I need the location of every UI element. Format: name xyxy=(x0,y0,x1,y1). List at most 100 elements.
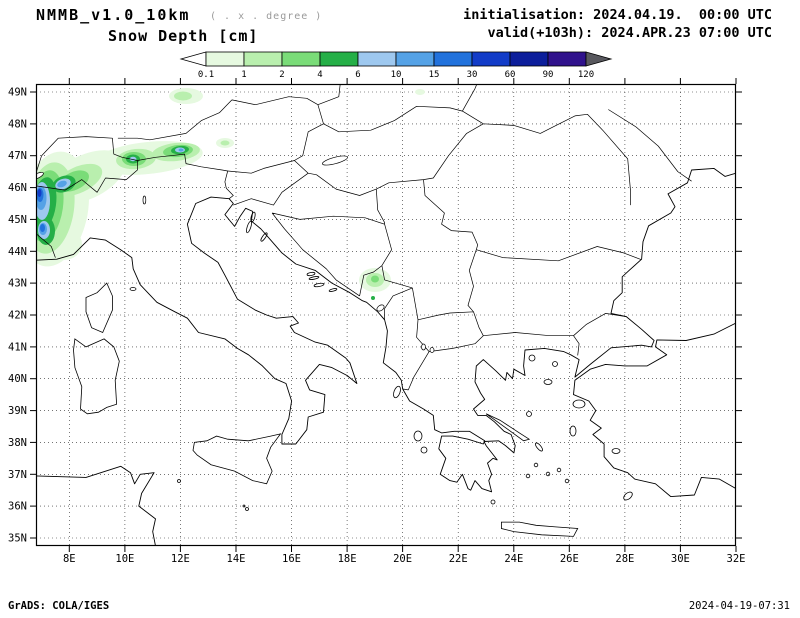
lat-label: 46N xyxy=(8,182,27,194)
island-cyclades xyxy=(525,473,531,479)
island-lesbos xyxy=(572,399,586,409)
island-gozo xyxy=(242,504,246,508)
colorbar-segment xyxy=(205,51,245,67)
valid-time: valid(+103h): 2024.APR.23 07:00 UTC xyxy=(487,25,772,41)
lon-label: 32E xyxy=(727,553,746,565)
islands xyxy=(73,211,633,537)
colorbar-segment xyxy=(319,51,359,67)
model-subtitle: ( . x . degree ) xyxy=(210,11,323,22)
lat-label: 40N xyxy=(8,373,27,385)
colorbar-tick-label: 15 xyxy=(429,70,440,80)
lon-label: 14E xyxy=(227,553,246,565)
island-hvar xyxy=(308,276,320,280)
model-title: NMMB_v1.0_10km xyxy=(36,6,191,24)
lat-label: 44N xyxy=(8,246,27,258)
lat-label: 39N xyxy=(8,405,27,417)
axis-ticks xyxy=(30,78,742,552)
grads-credit: GrADS: COLA/IGES xyxy=(8,600,110,612)
island-cyclades xyxy=(533,462,539,468)
colorbar-tick-label: 4 xyxy=(317,70,322,80)
colorbar-tick-label: 60 xyxy=(505,70,516,80)
borders-balkans xyxy=(271,179,642,391)
axis-labels: 49N 48N 47N 46N 45N 44N 43N 42N 41N 40N 39N 38N 37N 3… xyxy=(8,87,745,566)
island-samothrace xyxy=(552,361,558,367)
borders-alps xyxy=(36,84,341,258)
lon-label: 24E xyxy=(504,553,523,565)
lakes xyxy=(36,155,435,353)
lon-label: 28E xyxy=(615,553,634,565)
island-thasos xyxy=(528,354,536,362)
lon-label: 22E xyxy=(449,553,468,565)
lon-label: 26E xyxy=(560,553,579,565)
map-frame xyxy=(35,83,737,547)
lat-label: 42N xyxy=(8,310,27,322)
colorbar-tick-label: 6 xyxy=(355,70,360,80)
lat-label: 35N xyxy=(8,533,27,545)
colorbar-tick-label: 2 xyxy=(279,70,284,80)
map-plot: 49N 48N 47N 46N 45N 44N 43N 42N 41N 40N 39N 38N 37N 3… xyxy=(8,78,745,565)
colorbar-below-min-arrow xyxy=(179,51,207,67)
island-skyros xyxy=(526,411,532,417)
colorbar-legend: 0.1 1 2 4 6 10 15 30 60 90 120 xyxy=(179,51,613,80)
lake-prespa xyxy=(429,347,435,353)
colorbar-segment xyxy=(243,51,283,67)
island-elba xyxy=(129,287,137,291)
island-brac xyxy=(306,271,316,277)
lon-label: 10E xyxy=(115,553,134,565)
island-mljet xyxy=(328,288,338,292)
lon-label: 18E xyxy=(338,553,357,565)
lat-label: 47N xyxy=(8,150,27,162)
colorbar-segment xyxy=(357,51,397,67)
lat-label: 38N xyxy=(8,437,27,449)
lon-label: 30E xyxy=(671,553,690,565)
island-pantelleria xyxy=(177,479,181,483)
island-corfu xyxy=(393,385,401,399)
borders-central-europe xyxy=(227,84,692,206)
initialisation-time: initialisation: 2024.04.19. 00:00 UTC xyxy=(463,7,772,23)
island-cyclades xyxy=(545,471,551,477)
colorbar-above-max-arrow xyxy=(585,51,613,67)
colorbar-segment xyxy=(433,51,473,67)
island-corsica xyxy=(85,282,113,334)
island-samos xyxy=(611,448,621,454)
lat-label: 43N xyxy=(8,278,27,290)
colorbar-segment xyxy=(281,51,321,67)
island-andros xyxy=(535,442,543,452)
lake-garda xyxy=(142,195,147,205)
island-limnos xyxy=(543,379,553,385)
island-malta xyxy=(245,507,249,511)
colorbar-tick-label: 10 xyxy=(391,70,402,80)
lat-label: 41N xyxy=(8,341,27,353)
island-sicily xyxy=(192,433,282,485)
lat-label: 37N xyxy=(8,469,27,481)
colorbar-segment xyxy=(471,51,511,67)
island-crete xyxy=(501,521,579,537)
island-kefalonia xyxy=(413,430,423,442)
island-cyclades xyxy=(556,467,562,473)
island-krk xyxy=(250,211,256,223)
island-zakynthos xyxy=(420,446,428,454)
lon-label: 8E xyxy=(63,553,76,565)
lake-balaton xyxy=(322,155,348,166)
colorbar-segment xyxy=(547,51,587,67)
island-cyclades xyxy=(564,478,570,484)
lon-label: 20E xyxy=(393,553,412,565)
island-korcula xyxy=(313,282,325,288)
coastline-anatolia xyxy=(573,322,736,498)
lon-label: 12E xyxy=(171,553,190,565)
coastline-europe-mainland xyxy=(36,167,736,493)
lat-label: 49N xyxy=(8,87,27,99)
field-title: Snow Depth [cm] xyxy=(108,27,259,45)
colorbar-segments: 0.1 1 2 4 6 10 15 30 60 90 120 xyxy=(179,51,613,80)
colorbar-tick-label: 30 xyxy=(467,70,478,80)
colorbar-segment xyxy=(395,51,435,67)
island-kythira xyxy=(490,499,496,505)
island-cres xyxy=(246,220,252,234)
island-sardinia xyxy=(73,338,120,415)
colorbar-tick-label: 120 xyxy=(578,70,594,80)
colorbar-segment xyxy=(509,51,549,67)
coastlines xyxy=(36,167,736,546)
lake-ohrid xyxy=(421,343,426,351)
colorbar-tick-label: 90 xyxy=(543,70,554,80)
